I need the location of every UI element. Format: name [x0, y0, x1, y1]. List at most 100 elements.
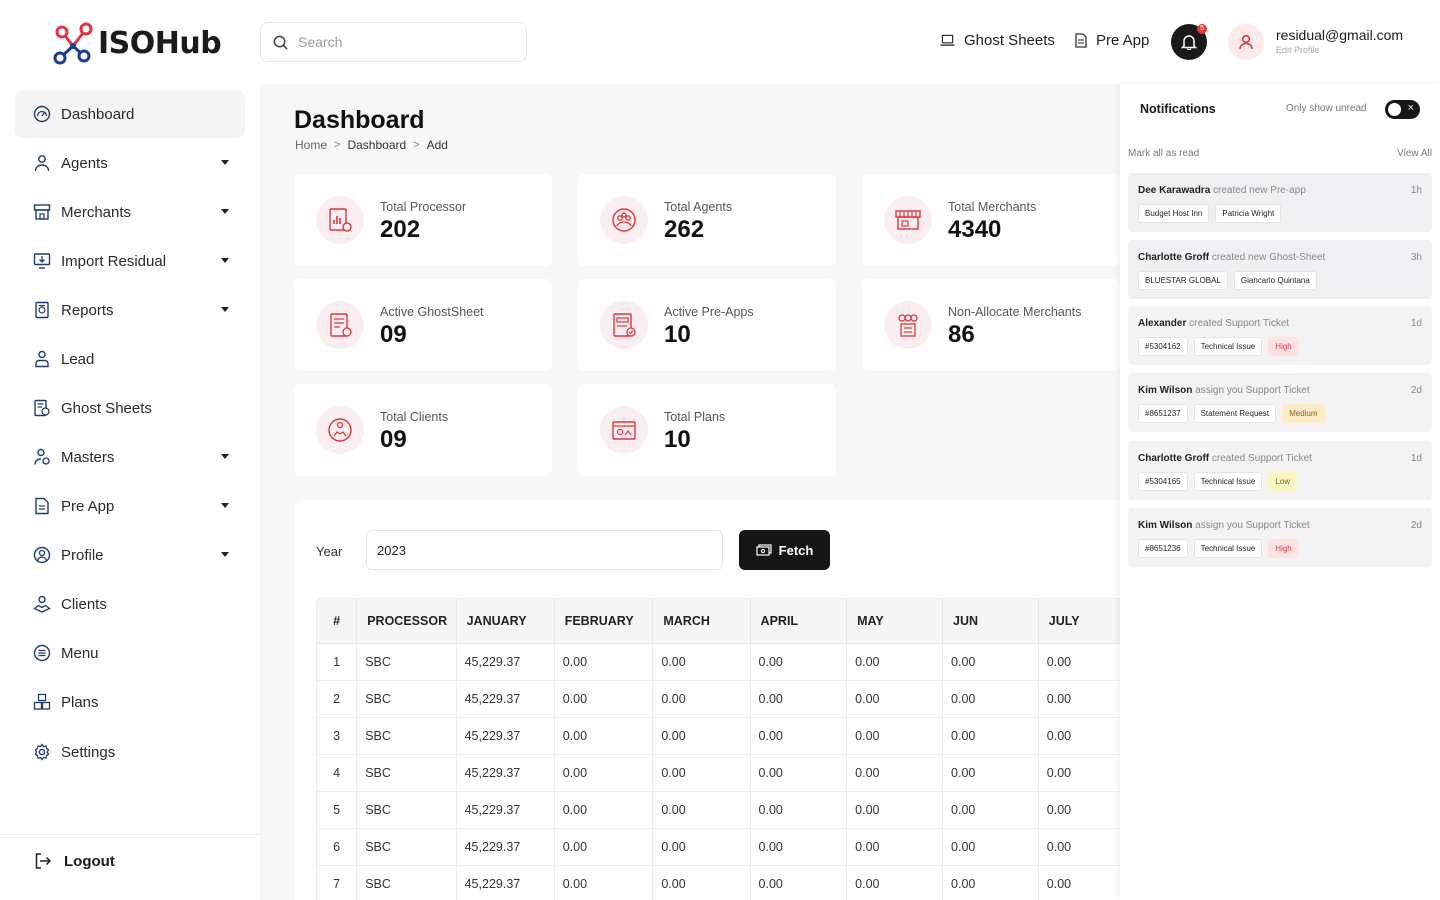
notification-item[interactable]: Charlotte Groff created Support Ticket 1d…: [1128, 441, 1432, 500]
stat-label: Active Pre-Apps: [664, 305, 754, 319]
breadcrumb-dashboard[interactable]: Dashboard: [347, 138, 407, 152]
stat-card-total-merchants[interactable]: Total Merchants 4340: [862, 174, 1120, 266]
table-cell: 0.00: [750, 828, 848, 866]
stat-card-non-allocate-merchants[interactable]: Non-Allocate Merchants 86: [862, 279, 1120, 371]
notifications-button[interactable]: 5: [1171, 24, 1207, 60]
header-link-pre-app[interactable]: Pre App: [1075, 32, 1149, 49]
clients-icon: [33, 595, 51, 613]
column-header[interactable]: JUN: [942, 599, 1039, 644]
edit-profile-link[interactable]: Edit Profile: [1276, 45, 1320, 55]
view-all-link[interactable]: View All: [1397, 148, 1432, 159]
chevron-down-icon: [221, 307, 229, 312]
fetch-button[interactable]: Fetch: [739, 530, 830, 570]
table-cell: 0.00: [942, 680, 1039, 718]
notification-item[interactable]: Charlotte Groff created new Ghost-Sheet 3…: [1128, 240, 1432, 299]
notification-tags: #5304165 Technical Issue Low: [1138, 472, 1303, 491]
notification-item[interactable]: Kim Wilson assign you Support Ticket 2d #8…: [1128, 508, 1432, 567]
notification-item[interactable]: Dee Karawadra created new Pre-app 1h Budge…: [1128, 173, 1432, 232]
search-box[interactable]: [260, 22, 527, 62]
sidebar-item-clients[interactable]: Clients: [15, 580, 245, 628]
stat-card-total-processor[interactable]: Total Processor 202: [294, 174, 552, 266]
sidebar-item-profile[interactable]: Profile: [15, 531, 245, 579]
column-header[interactable]: JANUARY: [456, 599, 555, 644]
column-header[interactable]: #: [317, 599, 358, 644]
money-icon: [756, 544, 772, 556]
notification-item[interactable]: Alexander created Support Ticket 1d #53041…: [1128, 306, 1432, 365]
stat-card-active-ghostsheet[interactable]: Active GhostSheet 09: [294, 279, 552, 371]
ghost-sheet-icon: [316, 301, 364, 349]
table-cell: 0.00: [652, 754, 751, 792]
chevron-down-icon: [221, 160, 229, 165]
stat-card-total-agents[interactable]: Total Agents 262: [578, 174, 836, 266]
column-header[interactable]: MARCH: [652, 599, 751, 644]
sidebar-item-ghost-sheets[interactable]: Ghost Sheets: [15, 384, 245, 432]
table-cell: 0.00: [942, 791, 1039, 829]
sidebar-item-masters[interactable]: Masters: [15, 433, 245, 481]
table-row[interactable]: 3 SBC 45,229.37 0.00 0.00 0.00 0.00 0.00 0.00: [317, 717, 1120, 755]
table-cell: 0.00: [750, 643, 848, 681]
table-cell: 45,229.37: [456, 828, 555, 866]
table-cell: 0.00: [750, 791, 848, 829]
table-cell: SBC: [356, 643, 457, 681]
toggle-knob: [1388, 103, 1401, 116]
sidebar-item-lead[interactable]: Lead: [15, 335, 245, 383]
table-cell: SBC: [356, 828, 457, 866]
column-header[interactable]: APRIL: [750, 599, 848, 644]
search-input[interactable]: [298, 34, 498, 50]
table-cell: 0.00: [554, 828, 654, 866]
stat-card-active-pre-apps[interactable]: Active Pre-Apps 10: [578, 279, 836, 371]
breadcrumb-current: Add: [426, 138, 448, 152]
table-cell: 0.00: [750, 717, 848, 755]
app-logo[interactable]: ISOHub: [50, 20, 222, 66]
mark-all-read-link[interactable]: Mark all as read: [1128, 148, 1200, 159]
stat-value: 4340: [948, 216, 1002, 243]
table-cell: 0.00: [846, 828, 944, 866]
year-input[interactable]: [366, 530, 723, 570]
notification-time: 1d: [1410, 318, 1422, 329]
sidebar-item-settings[interactable]: Settings: [15, 728, 245, 776]
notification-tags: #5304162 Technical Issue High: [1138, 337, 1305, 356]
table-cell: SBC: [356, 680, 457, 718]
table-row[interactable]: 2 SBC 45,229.37 0.00 0.00 0.00 0.00 0.00 0.00: [317, 680, 1120, 718]
breadcrumb-separator-icon: >: [334, 139, 341, 151]
document-icon: [1075, 33, 1087, 48]
notification-item[interactable]: Kim Wilson assign you Support Ticket 2d #8…: [1128, 373, 1432, 432]
sidebar-item-menu[interactable]: Menu: [15, 629, 245, 677]
user-avatar[interactable]: [1228, 24, 1264, 60]
stat-card-total-clients[interactable]: Total Clients 09: [294, 384, 552, 476]
breadcrumb-home[interactable]: Home: [295, 138, 328, 152]
column-header[interactable]: FEBRUARY: [554, 599, 654, 644]
table-row[interactable]: 7 SBC 45,229.37 0.00 0.00 0.00 0.00 0.00 0.00: [317, 865, 1120, 900]
table-row[interactable]: 5 SBC 45,229.37 0.00 0.00 0.00 0.00 0.00 0.00: [317, 791, 1120, 829]
notification-text: Kim Wilson assign you Support Ticket: [1138, 520, 1310, 531]
sidebar-item-reports[interactable]: Reports: [15, 286, 245, 334]
sidebar-item-plans[interactable]: Plans: [15, 678, 245, 726]
table-row[interactable]: 4 SBC 45,229.37 0.00 0.00 0.00 0.00 0.00 0.00: [317, 754, 1120, 792]
notification-action: created Support Ticket: [1209, 453, 1312, 464]
chevron-down-icon: [221, 503, 229, 508]
table-row[interactable]: 6 SBC 45,229.37 0.00 0.00 0.00 0.00 0.00 0.00: [317, 828, 1120, 866]
column-header[interactable]: JULY: [1038, 599, 1120, 644]
sidebar-item-merchants[interactable]: Merchants: [15, 188, 245, 236]
sidebar-item-pre-app[interactable]: Pre App: [15, 482, 245, 530]
stat-card-total-plans[interactable]: Total Plans 10: [578, 384, 836, 476]
logout-button[interactable]: Logout: [34, 852, 115, 870]
plans-icon: [33, 693, 51, 710]
sidebar-item-dashboard[interactable]: Dashboard: [15, 90, 245, 138]
only-unread-toggle[interactable]: ×: [1385, 100, 1420, 119]
table-cell: 0.00: [652, 643, 751, 681]
header-link-ghost-sheets[interactable]: Ghost Sheets: [940, 32, 1055, 49]
settings-icon: [34, 743, 50, 761]
notification-action: assign you Support Ticket: [1192, 520, 1310, 531]
sidebar-item-agents[interactable]: Agents: [15, 139, 245, 187]
sidebar-item-import-residual[interactable]: Import Residual: [15, 237, 245, 285]
table-cell: 0.00: [846, 791, 944, 829]
user-icon: [1239, 34, 1253, 50]
table-row[interactable]: 1 SBC 45,229.37 0.00 0.00 0.00 0.00 0.00 0.00: [317, 643, 1120, 681]
table-cell: 0.00: [554, 754, 654, 792]
notification-tag: #5304162: [1138, 337, 1188, 356]
stat-label: Total Agents: [664, 200, 733, 214]
notification-tag: Statement Request: [1193, 404, 1277, 423]
column-header[interactable]: PROCESSOR: [356, 599, 457, 644]
column-header[interactable]: MAY: [846, 599, 944, 644]
